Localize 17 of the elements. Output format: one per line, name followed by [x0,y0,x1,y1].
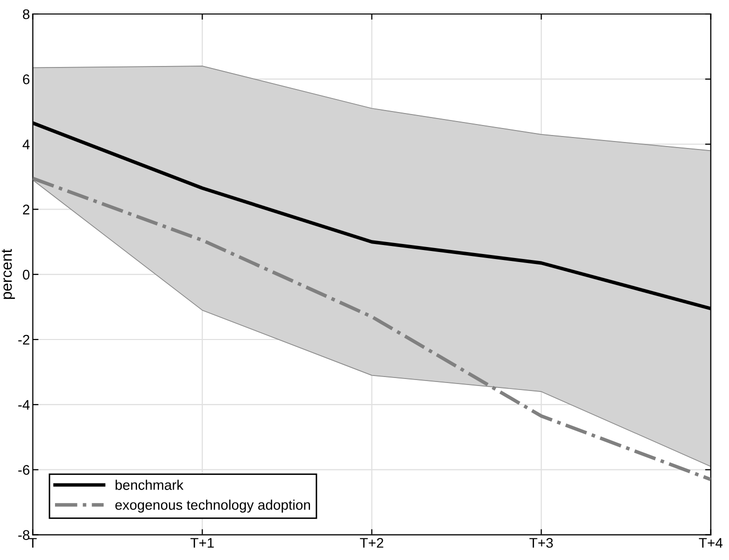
y-tick-label: 8 [22,9,30,20]
y-tick-label: -4 [18,400,30,410]
x-tick-label: T+3 [529,538,553,548]
legend-label: exogenous technology adoption [115,500,310,513]
y-tick-label: 4 [22,140,30,150]
legend-label: benchmark [116,480,184,490]
x-tick-label: T+4 [698,538,723,548]
y-tick-label: 2 [23,204,30,214]
y-tick-label: -8 [18,530,30,540]
y-tick-label: -6 [18,465,30,475]
x-tick-label: T+1 [190,538,214,548]
x-tick-label: T+2 [360,538,384,548]
y-tick-label: -2 [18,334,30,345]
y-tick-label: 0 [22,270,30,280]
y-axis-title: percent [2,249,15,299]
y-tick-label: 6 [23,74,30,84]
x-tick-label: T [28,538,37,548]
